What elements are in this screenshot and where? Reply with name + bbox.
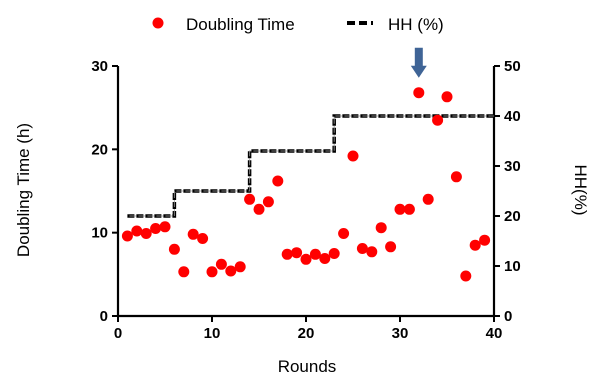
hh-step-line-gaps [127,115,494,217]
legend: Doubling Time HH (%) [152,15,444,34]
doubling-time-point [187,228,199,240]
legend-doubling-time-label: Doubling Time [186,15,295,34]
axes: 0 10 20 30 0 10 20 30 40 50 0 10 20 30 40 [91,58,520,342]
doubling-time-point [291,247,303,259]
doubling-time-point [225,265,237,277]
y-right-tick-label: 40 [504,108,521,125]
doubling-time-series [121,87,491,282]
doubling-time-point [328,248,340,259]
y-right-tick-label: 0 [504,308,512,325]
doubling-time-point [460,270,472,282]
doubling-time-point [356,243,368,254]
doubling-time-point [300,253,312,265]
doubling-time-point [385,241,397,253]
doubling-time-point [253,203,265,215]
doubling-time-point [150,223,162,234]
doubling-time-point [262,196,274,208]
x-tick-label: 10 [204,325,221,342]
doubling-time-point [215,258,227,270]
doubling-time-point [422,193,434,205]
x-tick-label: 40 [486,325,503,342]
x-tick-label: 30 [392,325,409,342]
y-right-tick-label: 20 [504,208,521,225]
doubling-time-point [403,203,415,215]
doubling-time-point [394,203,406,215]
doubling-time-point [281,248,293,260]
doubling-time-point [131,225,143,237]
doubling-time-point [234,261,246,273]
doubling-time-point [413,87,425,99]
x-axis-title: Rounds [278,357,337,375]
doubling-time-point [319,253,331,264]
doubling-time-point [140,228,152,239]
doubling-time-point [309,248,321,260]
legend-doubling-time-marker [152,17,164,29]
annotations [410,47,427,78]
legend-hh-label: HH (%) [388,15,444,34]
y-left-tick-label: 30 [91,58,108,75]
doubling-time-point [178,266,190,278]
doubling-time-point [272,175,284,187]
hh-step-line [127,114,494,218]
x-tick-label: 20 [298,325,315,342]
doubling-time-point [469,239,481,251]
y-axis-right-title: HH(%) [571,165,590,216]
y-left-tick-label: 10 [91,225,108,242]
y-axis-left-title: Doubling Time (h) [14,123,33,257]
x-tick-label: 0 [114,325,122,342]
doubling-time-point [159,221,171,233]
doubling-time-point [197,233,209,244]
y-right-tick-label: 50 [504,58,521,75]
down-arrow-icon [410,47,427,78]
doubling-time-point [206,266,218,278]
y-left-tick-label: 0 [100,308,108,325]
doubling-time-point [432,114,444,126]
doubling-time-point [375,222,387,234]
doubling-time-point [479,234,491,246]
doubling-time-point [366,246,378,258]
doubling-time-point [168,243,180,255]
doubling-time-point [121,230,133,242]
doubling-time-point [450,171,462,183]
hh-step-series [127,114,494,218]
doubling-time-point [347,150,359,162]
doubling-time-point [338,228,350,239]
doubling-time-point [441,91,453,103]
y-left-tick-label: 20 [91,141,108,158]
y-right-tick-label: 30 [504,158,521,175]
doubling-time-point [244,193,256,205]
y-right-tick-label: 10 [504,258,521,275]
